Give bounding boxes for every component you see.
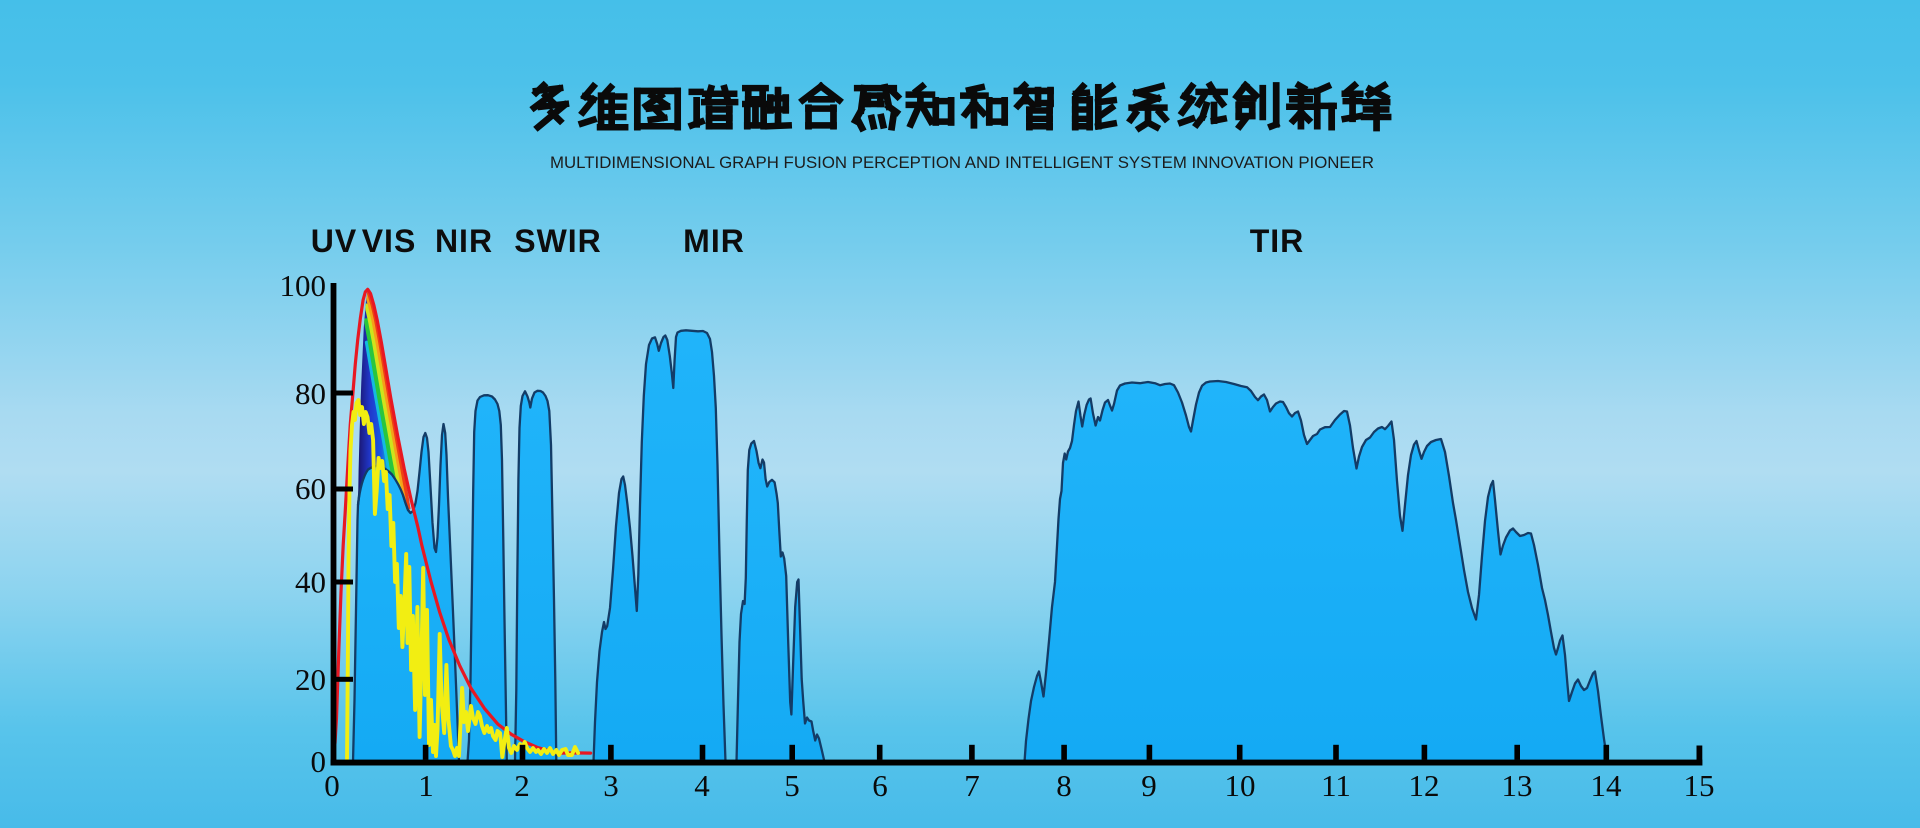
svg-text:12: 12 bbox=[1409, 768, 1440, 803]
svg-text:NIR: NIR bbox=[435, 223, 493, 259]
svg-text:5: 5 bbox=[784, 768, 800, 803]
svg-text:80: 80 bbox=[295, 376, 326, 411]
svg-text:13: 13 bbox=[1502, 768, 1533, 803]
svg-text:6: 6 bbox=[872, 768, 888, 803]
svg-text:3: 3 bbox=[603, 768, 619, 803]
svg-text:TIR: TIR bbox=[1250, 223, 1305, 259]
svg-text:15: 15 bbox=[1684, 768, 1715, 803]
svg-text:4: 4 bbox=[694, 768, 710, 803]
svg-text:10: 10 bbox=[1225, 768, 1256, 803]
svg-text:7: 7 bbox=[964, 768, 980, 803]
svg-text:60: 60 bbox=[295, 471, 326, 506]
svg-text:20: 20 bbox=[295, 662, 326, 697]
svg-text:UV: UV bbox=[311, 223, 357, 259]
svg-text:SWIR: SWIR bbox=[514, 223, 602, 259]
svg-text:14: 14 bbox=[1591, 768, 1623, 803]
svg-text:MULTIDIMENSIONAL GRAPH FUSION: MULTIDIMENSIONAL GRAPH FUSION PERCEPTION… bbox=[550, 154, 1374, 172]
svg-text:MIR: MIR bbox=[683, 223, 745, 259]
svg-text:VIS: VIS bbox=[362, 223, 417, 259]
svg-text:0: 0 bbox=[324, 768, 340, 803]
svg-text:0: 0 bbox=[311, 744, 327, 779]
svg-text:9: 9 bbox=[1141, 768, 1157, 803]
svg-text:1: 1 bbox=[418, 768, 434, 803]
svg-text:100: 100 bbox=[280, 268, 327, 303]
svg-text:2: 2 bbox=[514, 768, 530, 803]
svg-text:8: 8 bbox=[1056, 768, 1072, 803]
svg-text:11: 11 bbox=[1321, 768, 1351, 803]
svg-text:40: 40 bbox=[295, 565, 326, 600]
